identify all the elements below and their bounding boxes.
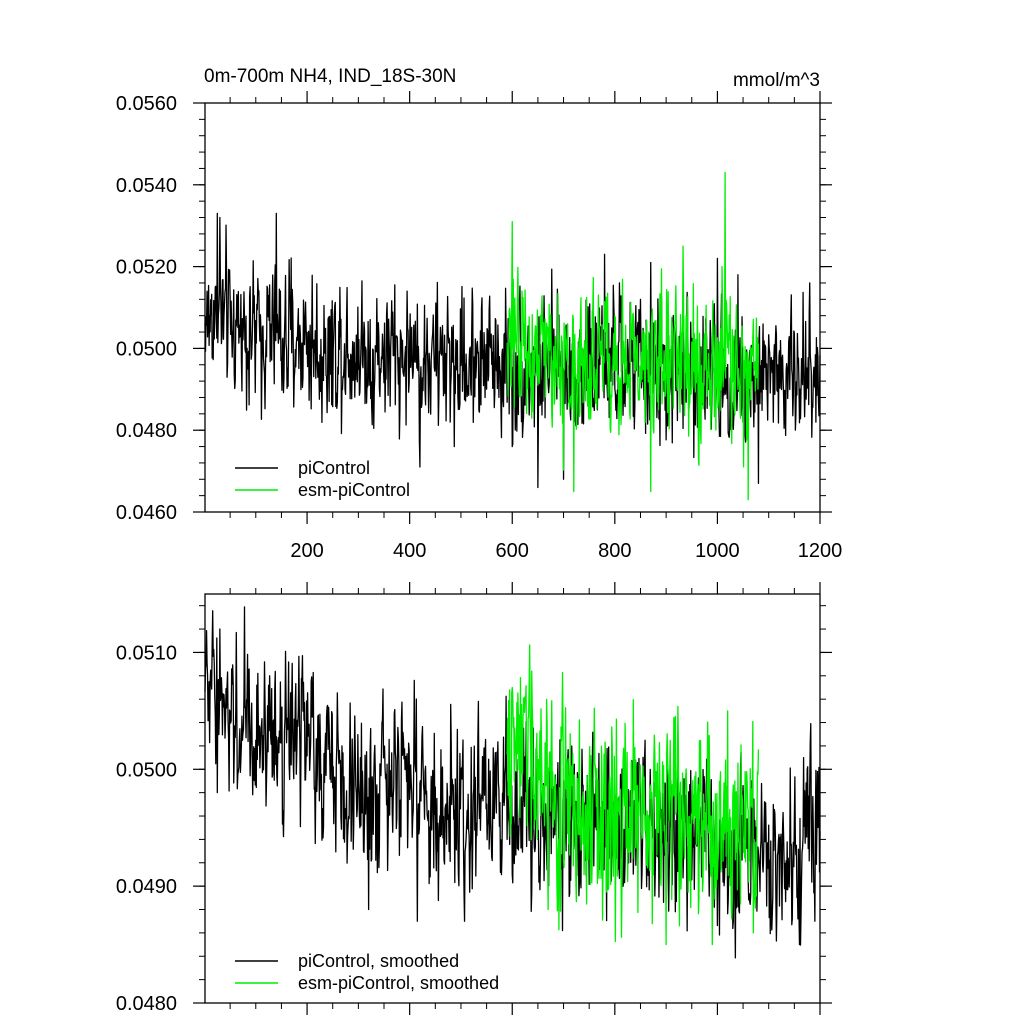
legend-label-esm-picontrol-smoothed: esm-piControl, smoothed xyxy=(298,973,499,993)
top-series-line-esm-picontrol xyxy=(506,171,760,501)
top-panel-units: mmol/m^3 xyxy=(733,70,820,91)
top-panel: 0m-700m NH4, IND_18S-30N mmol/m^3 0.0460… xyxy=(116,66,842,562)
y-tick-label: 0.0460 xyxy=(116,502,177,524)
bottom-panel-axes: 0.0480 0.0490 0.0500 0.0510 xyxy=(116,582,832,1015)
bottom-panel: 0.0480 0.0490 0.0500 0.0510 piControl, smoo… xyxy=(116,582,832,1015)
bottom-series-line-picontrol-smoothed xyxy=(204,606,821,959)
x-tick-label: 1000 xyxy=(695,540,740,562)
y-tick-label: 0.0540 xyxy=(116,175,177,197)
top-series-line-picontrol xyxy=(204,212,821,489)
y-tick-label: 0.0480 xyxy=(116,993,177,1015)
top-legend: piControl esm-piControl xyxy=(235,458,410,500)
legend-label-esm-picontrol: esm-piControl xyxy=(298,480,410,500)
y-tick-label: 0.0520 xyxy=(116,257,177,279)
top-panel-axes: 0.0460 0.0480 0.0500 0.0520 0.0540 0.0560 200 4… xyxy=(116,91,842,562)
y-tick-label: 0.0500 xyxy=(116,759,177,781)
bottom-legend: piControl, smoothed esm-piControl, smoot… xyxy=(235,951,499,993)
x-tick-label: 800 xyxy=(598,540,631,562)
y-tick-label: 0.0500 xyxy=(116,338,177,360)
legend-label-picontrol: piControl xyxy=(298,458,370,478)
x-tick-label: 200 xyxy=(290,540,323,562)
y-tick-label: 0.0480 xyxy=(116,420,177,442)
top-panel-title: 0m-700m NH4, IND_18S-30N xyxy=(204,66,456,87)
y-tick-label: 0.0510 xyxy=(116,642,177,664)
y-tick-label: 0.0490 xyxy=(116,876,177,898)
top-panel-series-group xyxy=(204,171,821,501)
x-tick-label: 600 xyxy=(496,540,529,562)
x-tick-label: 400 xyxy=(393,540,426,562)
bottom-panel-series-group xyxy=(204,606,821,959)
bottom-series-line-esm-picontrol-smoothed xyxy=(506,644,760,946)
legend-label-picontrol-smoothed: piControl, smoothed xyxy=(298,951,459,971)
y-tick-label: 0.0560 xyxy=(116,93,177,115)
x-tick-label: 1200 xyxy=(798,540,843,562)
